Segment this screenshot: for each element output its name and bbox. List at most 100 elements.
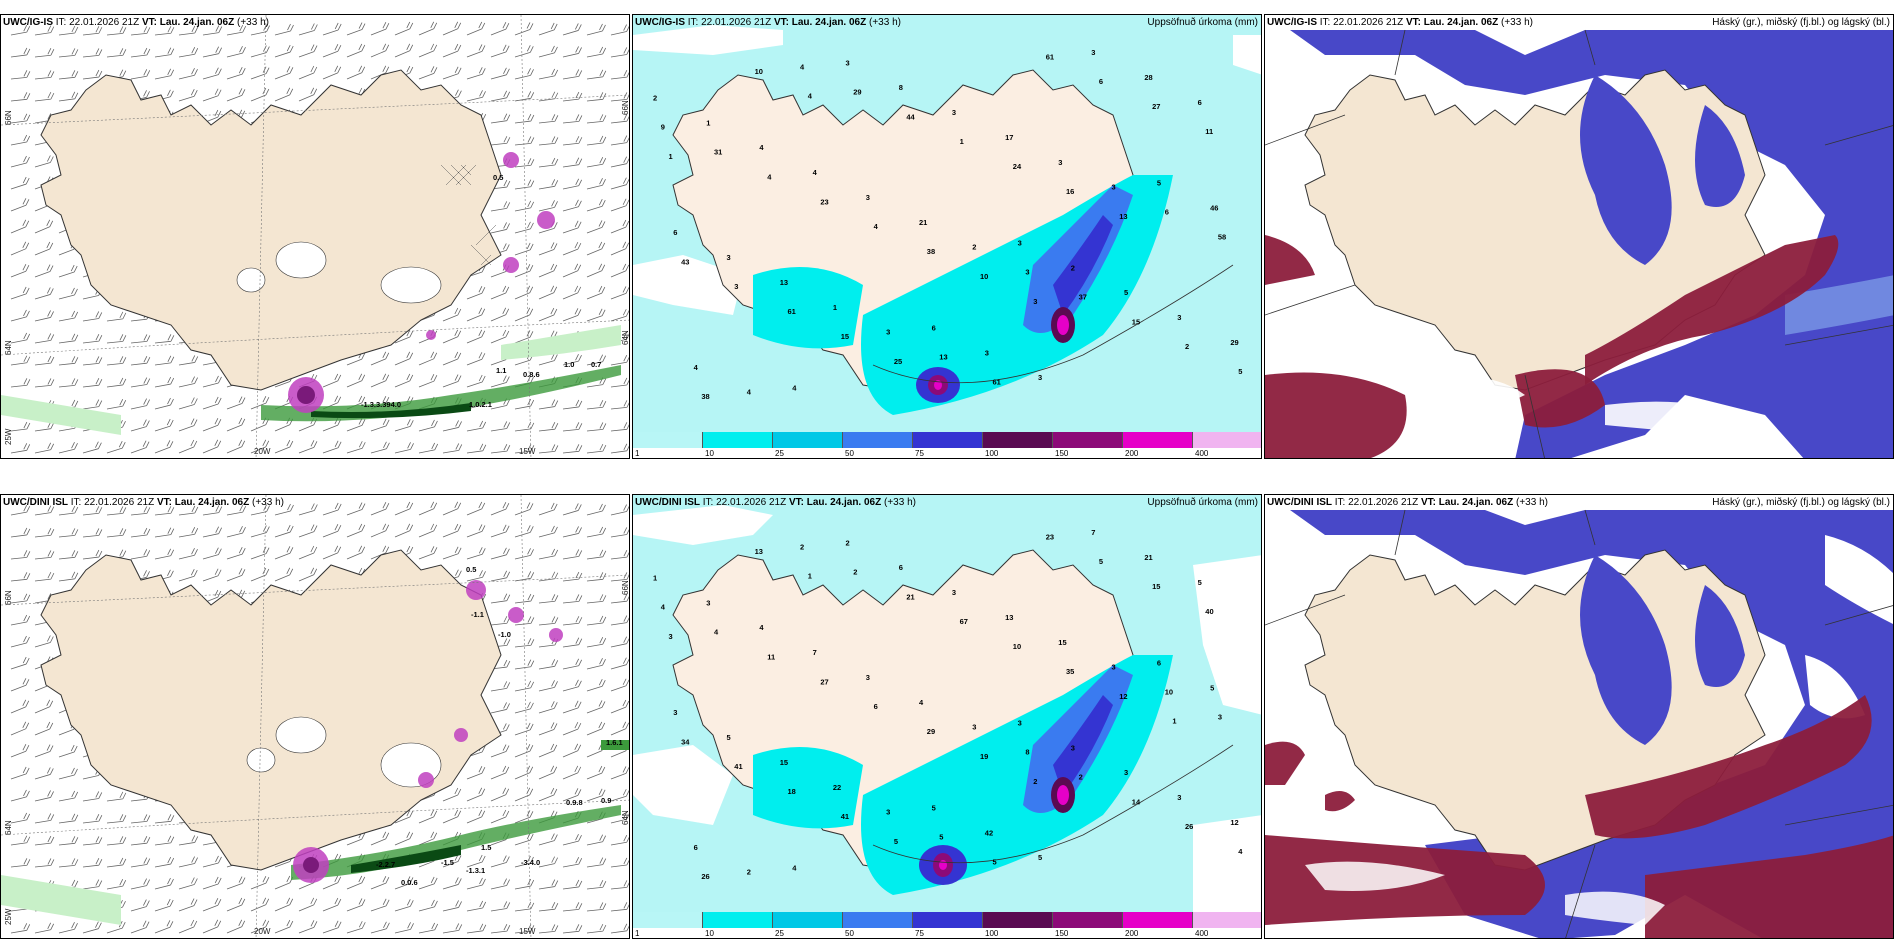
wind-barb [538, 200, 558, 212]
wind-barb [130, 334, 151, 344]
wind-barb [178, 919, 198, 934]
wind-barb [130, 506, 151, 516]
wind-barb [178, 835, 199, 846]
wind-barb [226, 568, 246, 582]
wind-barb [586, 526, 607, 538]
wind-barb [298, 545, 318, 560]
lat-label-right: 66N [621, 100, 630, 115]
wind-barb [34, 91, 55, 102]
cloud-lightblue [1785, 275, 1893, 335]
wind-barb [370, 351, 390, 366]
wind-barb [34, 744, 54, 758]
value-label: 43 [681, 257, 689, 266]
wind-barb [562, 199, 582, 212]
wind-barb [322, 502, 342, 516]
wind-barb [154, 418, 174, 432]
wind-barb [538, 787, 558, 802]
precip-map-panel-dini: 1 3 4 6 5 3 3 2 5 42 4 3 6 3 5 7 3 3 5 7 3 12 13 15 21 4 6 15 22 5 3 2 3… [632, 494, 1262, 939]
wind-barb [442, 923, 463, 934]
colorbar-segment [633, 912, 703, 928]
value-label: 4 [800, 63, 805, 72]
value-label: 3 [886, 808, 890, 817]
wind-barb [58, 48, 79, 58]
wind-barb [538, 525, 558, 538]
value-label: 16 [1066, 187, 1074, 196]
wind-barb [538, 444, 559, 454]
wind-barb [250, 897, 270, 912]
wind-barb [586, 23, 606, 36]
precip-darkblue [1053, 215, 1113, 315]
wind-barb [538, 594, 559, 604]
wind-barb [178, 569, 198, 582]
wind-barb [610, 699, 629, 714]
wind-barb [10, 812, 31, 824]
value-label: 8 [899, 83, 903, 92]
colorbar-segment [1053, 912, 1123, 928]
wind-barb [298, 524, 318, 538]
value-label: 3 [1124, 768, 1128, 777]
wind-barb [10, 550, 31, 560]
magenta-cell [503, 257, 519, 273]
wind-barb [586, 503, 606, 516]
wind-barb [514, 68, 534, 80]
colorbar-label: 50 [845, 929, 854, 938]
wind-barb [610, 47, 629, 58]
temp-label: 1.5 [481, 843, 491, 852]
wind-barb [34, 835, 55, 846]
precip-core [934, 380, 942, 390]
wind-barb [442, 900, 462, 912]
value-label: 14 [1132, 797, 1141, 806]
wind-barb [178, 856, 198, 868]
wind-barb [202, 25, 223, 36]
colorbar-label: 10 [705, 929, 714, 938]
wind-barb [586, 658, 606, 670]
snow-blob [275, 241, 327, 279]
wind-barb [514, 616, 535, 626]
wind-barb [466, 374, 486, 388]
wind-barb [130, 857, 151, 868]
wind-barb [34, 790, 54, 802]
wind-barb [10, 286, 30, 300]
temp-label: -3.4.0 [521, 858, 540, 867]
wind-barb [466, 329, 486, 344]
lat-label-right: 64N [621, 810, 630, 825]
wind-barb [490, 524, 510, 538]
value-label: 4 [759, 143, 764, 152]
wind-barb [130, 47, 151, 58]
wind-barb [514, 680, 535, 692]
wind-barb [226, 439, 246, 454]
colorbar-label: 100 [985, 929, 999, 938]
wind-barb [538, 157, 559, 168]
precip-title: Uppsöfnuð úrkoma (mm) [1147, 17, 1258, 28]
wind-barb [538, 263, 558, 278]
wind-barb [490, 855, 510, 868]
value-label: 23 [820, 197, 828, 206]
value-label: 10 [1013, 642, 1021, 651]
cloud-red [1265, 741, 1305, 785]
wind-barb [586, 700, 606, 714]
value-label: 15 [1058, 638, 1066, 647]
wind-barb [442, 877, 462, 890]
value-label: 6 [694, 843, 698, 852]
temp-label: 1.0.2.1 [469, 400, 492, 409]
cloud-map-ig [1265, 15, 1893, 458]
precip-cyan [753, 267, 863, 349]
wind-barb [202, 67, 222, 80]
value-label: 6 [1157, 658, 1161, 667]
wind-barb [586, 135, 607, 146]
panel-header: UWC/DINI ISL IT: 22.01.2026 21Z VT: Lau.… [3, 497, 284, 508]
wind-barb [178, 376, 198, 388]
wind-barb [562, 399, 583, 410]
wind-barb [490, 222, 510, 234]
wind-barb [10, 309, 30, 322]
wind-barb [586, 880, 607, 890]
wind-barb [154, 397, 174, 410]
wind-barb [586, 178, 606, 190]
value-label: 5 [727, 733, 731, 742]
wind-barb [562, 69, 583, 80]
value-label: 4 [874, 222, 879, 231]
wind-barb [250, 439, 270, 454]
wind-barb [490, 307, 510, 322]
wind-barb [514, 444, 535, 454]
value-label: 5 [1099, 557, 1103, 566]
